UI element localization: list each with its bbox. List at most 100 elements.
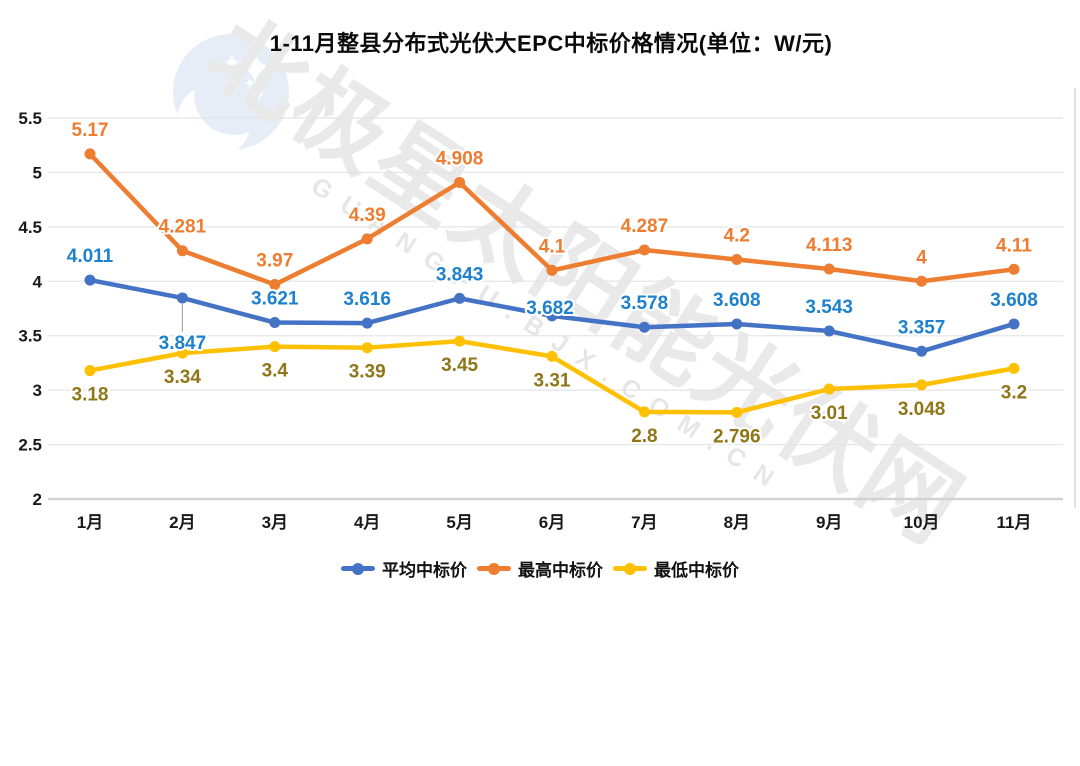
bjx-moon-stars-logo xyxy=(173,34,289,151)
data-point xyxy=(823,383,835,395)
data-label: 3.39 xyxy=(349,362,386,383)
x-tick-label: 3月 xyxy=(262,513,288,532)
data-point xyxy=(176,347,188,359)
chart-page: { "title": { "text": "1-11月整县分布式光伏大EPC中标… xyxy=(0,0,1080,581)
data-label: 4.2 xyxy=(724,226,750,247)
data-label: 3.048 xyxy=(898,399,946,420)
data-point xyxy=(638,321,650,333)
data-label: 3.616 xyxy=(343,289,391,310)
y-tick-label: 5.5 xyxy=(18,109,42,128)
data-point xyxy=(546,350,558,362)
legend-item-average-price: 平均中标价 xyxy=(341,556,467,581)
legend-label-average-price: 平均中标价 xyxy=(382,561,467,580)
y-tick-label: 3 xyxy=(33,381,42,400)
data-point xyxy=(546,310,558,322)
data-point xyxy=(916,345,928,357)
legend-marker-dot-icon xyxy=(624,562,636,575)
series-line-average xyxy=(84,274,1020,357)
legend-marker-dot-icon xyxy=(488,562,500,575)
x-tick-label: 6月 xyxy=(539,513,565,532)
data-label: 4.113 xyxy=(806,235,853,256)
data-point xyxy=(638,406,650,418)
data-point xyxy=(638,244,650,256)
data-labels: 4.011 3.847 3.621 3.616 3.843 3.682 3.578 3.608… xyxy=(65,118,1040,449)
x-tick-label: 1月 xyxy=(77,513,103,532)
data-point xyxy=(731,406,743,418)
data-label: 3.847 xyxy=(159,333,207,354)
data-label: 4.908 xyxy=(436,148,484,169)
data-point xyxy=(823,263,835,275)
y-tick-label: 4 xyxy=(33,272,43,291)
data-label: 4.011 xyxy=(67,246,114,267)
data-label: 4.287 xyxy=(621,216,669,237)
data-point xyxy=(1008,362,1020,374)
legend-marker-dot-icon xyxy=(352,562,364,575)
x-tick-label: 11月 xyxy=(997,513,1032,532)
legend-label-highest-price: 最高中标价 xyxy=(518,561,603,580)
data-label: 2.8 xyxy=(631,426,657,447)
data-label: 4 xyxy=(916,247,927,268)
data-label: 5.17 xyxy=(72,120,109,141)
series-line-lowest xyxy=(84,335,1020,418)
data-label: 3.357 xyxy=(898,317,946,338)
data-point xyxy=(1008,263,1020,275)
data-label: 3.34 xyxy=(164,367,201,388)
data-point xyxy=(84,274,96,286)
data-label: 4.1 xyxy=(539,236,566,257)
data-label: 3.608 xyxy=(713,290,761,311)
data-point xyxy=(269,317,281,329)
star-icon xyxy=(253,88,265,100)
y-tick-label: 3.5 xyxy=(18,327,42,346)
data-point xyxy=(269,279,281,291)
x-axis-labels: 1月 2月 3月 4月 5月 6月 7月 8月 9月 10月 11月 xyxy=(77,513,1032,532)
data-point xyxy=(361,342,373,354)
legend-item-highest-price: 最高中标价 xyxy=(477,556,603,581)
data-point xyxy=(84,365,96,377)
series-line-highest xyxy=(84,148,1020,291)
data-label: 3.18 xyxy=(72,385,109,406)
data-point xyxy=(269,341,281,353)
data-point xyxy=(176,245,188,257)
data-point xyxy=(731,254,743,266)
data-point xyxy=(176,292,188,304)
y-axis-labels: 5.5 5 4.5 4 3.5 3 2.5 2 xyxy=(18,109,42,509)
x-tick-label: 10月 xyxy=(904,513,940,532)
data-label: 3.2 xyxy=(1001,382,1027,403)
data-label: 3.578 xyxy=(621,293,669,314)
data-label: 3.682 xyxy=(526,298,574,319)
data-label: 3.608 xyxy=(990,290,1038,311)
chart-legend: 平均中标价 最高中标价 最低中标价 xyxy=(0,556,1080,581)
x-tick-label: 9月 xyxy=(816,513,842,532)
chart-title: 1-11月整县分布式光伏大EPC中标价格情况(单位：W/元) xyxy=(269,31,833,56)
data-point xyxy=(454,335,466,347)
data-point xyxy=(454,176,466,188)
data-point xyxy=(361,233,373,245)
x-tick-label: 2月 xyxy=(169,513,195,532)
price-line-chart: 5.5 5 4.5 4 3.5 3 2.5 2 1月 2月 3月 4月 5月 6月 7月 8月 9月 10月 11月… xyxy=(18,88,1076,532)
data-point xyxy=(1008,318,1020,330)
legend-marker-line-icon xyxy=(477,562,511,575)
data-label: 3.01 xyxy=(811,403,848,424)
data-label: 3.4 xyxy=(262,361,289,382)
data-label: 3.843 xyxy=(436,264,484,285)
legend-item-lowest-price: 最低中标价 xyxy=(613,556,739,581)
data-point xyxy=(84,148,96,160)
data-label: 2.796 xyxy=(713,426,761,447)
data-label: 4.281 xyxy=(159,217,207,238)
x-tick-label: 5月 xyxy=(446,513,472,532)
data-label: 4.11 xyxy=(996,235,1032,256)
data-label: 3.621 xyxy=(251,289,299,310)
y-tick-label: 2.5 xyxy=(18,436,42,455)
data-point xyxy=(823,325,835,337)
legend-label-lowest-price: 最低中标价 xyxy=(654,561,739,580)
data-point xyxy=(916,275,928,287)
x-tick-label: 7月 xyxy=(631,513,657,532)
data-label: 3.31 xyxy=(534,370,571,391)
x-tick-label: 8月 xyxy=(724,513,750,532)
data-point xyxy=(546,264,558,276)
y-tick-label: 5 xyxy=(33,163,42,182)
gridlines xyxy=(48,117,1063,501)
star-icon xyxy=(224,54,240,70)
data-point xyxy=(731,318,743,330)
data-point xyxy=(454,292,466,304)
